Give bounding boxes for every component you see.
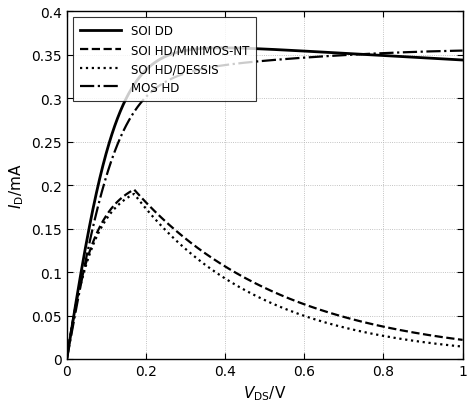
SOI HD/DESSIS	[373, 332, 379, 337]
X-axis label: $V_{\mathrm{DS}}$/V: $V_{\mathrm{DS}}$/V	[243, 383, 286, 402]
MOS HD	[104, 171, 110, 176]
SOI HD/DESSIS	[336, 324, 342, 329]
SOI HD/MINIMOS-NT	[64, 357, 70, 362]
SOI DD	[104, 148, 110, 153]
SOI HD/DESSIS	[131, 192, 137, 197]
Line: SOI HD/DESSIS: SOI HD/DESSIS	[67, 195, 463, 359]
SOI HD/DESSIS	[224, 278, 230, 283]
MOS HD	[64, 357, 70, 362]
Line: SOI HD/MINIMOS-NT: SOI HD/MINIMOS-NT	[67, 190, 463, 359]
Line: MOS HD: MOS HD	[67, 52, 463, 359]
SOI HD/DESSIS	[64, 357, 70, 362]
SOI DD	[224, 46, 230, 51]
MOS HD	[336, 54, 341, 59]
SOI HD/MINIMOS-NT	[373, 323, 379, 328]
SOI HD/MINIMOS-NT	[224, 266, 230, 271]
SOI HD/MINIMOS-NT	[336, 313, 342, 318]
SOI DD	[380, 54, 386, 59]
SOI HD/DESSIS	[460, 344, 465, 349]
SOI DD	[219, 46, 225, 51]
SOI HD/DESSIS	[239, 286, 245, 291]
MOS HD	[224, 63, 230, 68]
Legend: SOI DD, SOI HD/MINIMOS-NT, SOI HD/DESSIS, MOS HD: SOI DD, SOI HD/MINIMOS-NT, SOI HD/DESSIS…	[73, 18, 256, 102]
SOI HD/DESSIS	[380, 333, 386, 338]
SOI HD/MINIMOS-NT	[239, 274, 245, 279]
Line: SOI DD: SOI DD	[67, 49, 463, 359]
MOS HD	[380, 52, 385, 56]
Y-axis label: $I_{\mathrm{D}}$/mA: $I_{\mathrm{D}}$/mA	[7, 163, 26, 209]
SOI HD/DESSIS	[104, 216, 110, 221]
SOI HD/MINIMOS-NT	[104, 212, 110, 217]
SOI DD	[336, 52, 342, 56]
MOS HD	[373, 52, 378, 57]
SOI DD	[460, 58, 465, 63]
SOI HD/MINIMOS-NT	[380, 324, 386, 329]
SOI DD	[64, 357, 70, 362]
MOS HD	[238, 61, 244, 66]
SOI HD/MINIMOS-NT	[131, 188, 137, 193]
MOS HD	[460, 49, 465, 54]
SOI HD/MINIMOS-NT	[460, 337, 465, 342]
SOI DD	[373, 54, 379, 58]
SOI DD	[239, 47, 245, 52]
